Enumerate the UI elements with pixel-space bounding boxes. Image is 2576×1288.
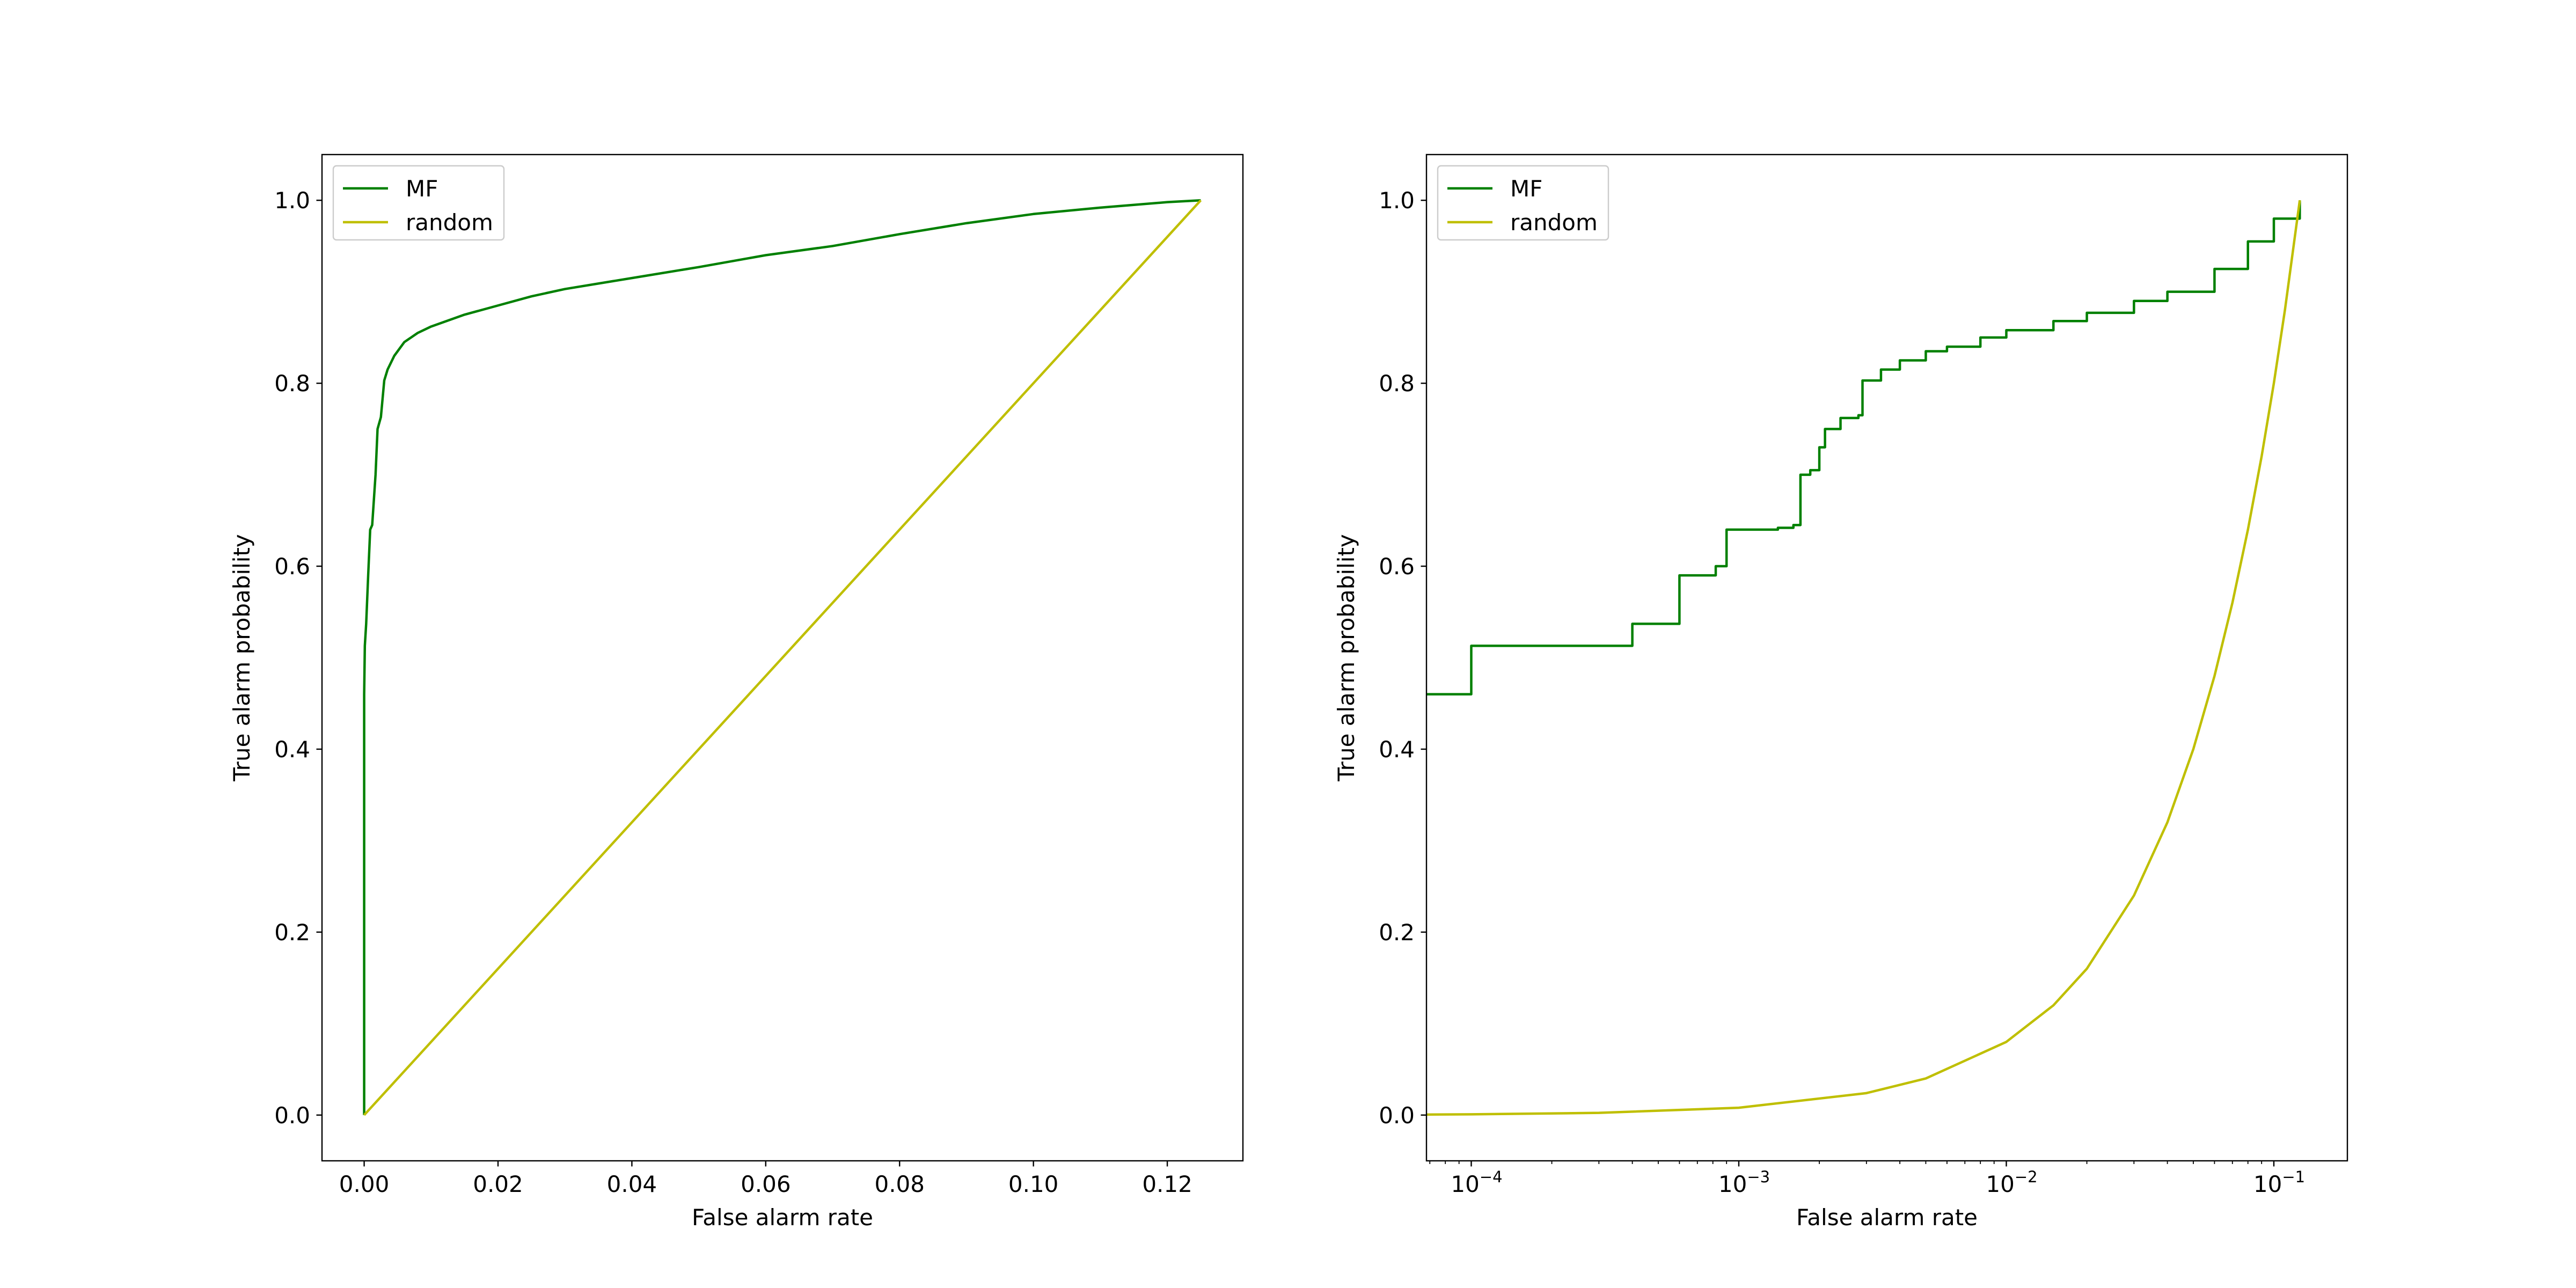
legend: MF random (1437, 165, 1609, 241)
x-tick-label: 0.12 (1142, 1171, 1192, 1197)
y-tick-label: 1.0 (1379, 187, 1415, 214)
legend-label-mf: MF (1510, 175, 1542, 202)
axes-frame (321, 153, 1244, 1162)
left-plot-linear: 0.0 0.2 0.4 0.6 0.8 1.0 0.00 0.02 0.04 0.06 0.08 0.… (229, 153, 1244, 1231)
series-line-random (363, 199, 1202, 1116)
x-tick-label: 10−1 (2253, 1168, 2305, 1197)
series-line-mf (363, 199, 1201, 1115)
x-tick-label: 0.06 (741, 1171, 791, 1197)
y-tick-label: 0.0 (1379, 1102, 1415, 1129)
y-tick-label: 0.6 (274, 553, 310, 580)
y-tick-label: 1.0 (274, 187, 310, 214)
legend: MF random (332, 165, 505, 241)
plot-area (363, 199, 1202, 1116)
x-axis-label: False alarm rate (1796, 1204, 1978, 1231)
x-tick-label: 0.04 (607, 1171, 657, 1197)
y-axis-label: True alarm probability (1333, 534, 1359, 782)
x-tick-label: 10−3 (1718, 1168, 1770, 1197)
series-line-mf (1426, 200, 2301, 696)
series-line-random (1426, 200, 2301, 1116)
right-plot-log: 0.0 0.2 0.4 0.6 0.8 1.0 10−4 10−3 10−2 10−1 False … (1333, 153, 2348, 1231)
x-axis-label: False alarm rate (692, 1204, 873, 1231)
y-tick-label: 0.8 (1379, 370, 1415, 397)
y-tick-label: 0.2 (1379, 919, 1415, 946)
y-tick-label: 0.6 (1379, 553, 1415, 580)
y-tick-label: 0.4 (1379, 736, 1415, 763)
x-tick-label: 0.00 (339, 1171, 390, 1197)
x-tick-label: 0.10 (1008, 1171, 1059, 1197)
plot-area (1426, 200, 2301, 1116)
y-tick-label: 0.0 (274, 1102, 310, 1129)
x-tick-label: 10−2 (1986, 1168, 2037, 1197)
x-tick-label: 0.08 (874, 1171, 925, 1197)
x-tick-label: 10−4 (1451, 1168, 1502, 1197)
legend-label-random: random (1510, 209, 1598, 236)
y-tick-label: 0.2 (274, 919, 310, 946)
x-tick-label: 0.02 (473, 1171, 523, 1197)
y-tick-label: 0.8 (274, 370, 310, 397)
axes-frame (1425, 153, 2348, 1162)
legend-label-random: random (406, 209, 493, 236)
y-tick-label: 0.4 (274, 736, 310, 763)
legend-label-mf: MF (406, 175, 438, 202)
y-axis-label: True alarm probability (229, 534, 255, 782)
